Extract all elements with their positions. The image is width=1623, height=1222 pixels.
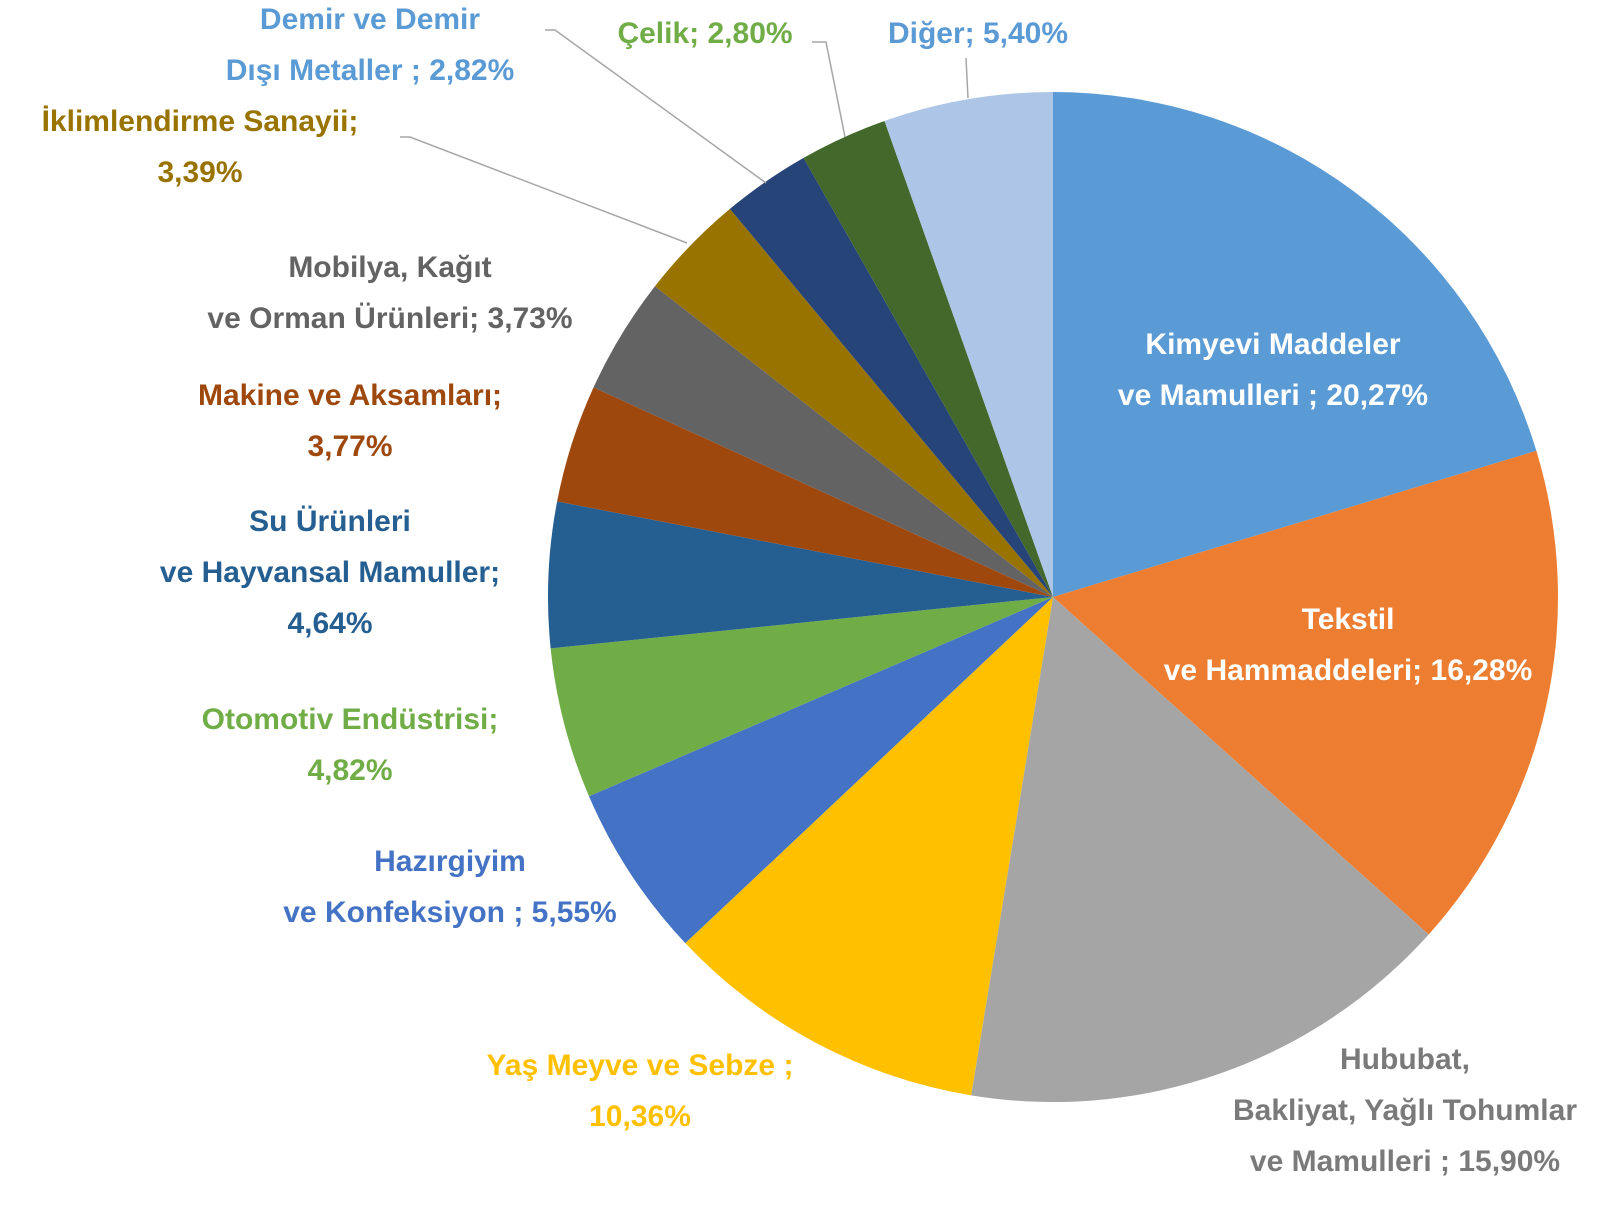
data-label: Makine ve Aksamları; 3,77% [50, 370, 650, 472]
leader-line [400, 136, 688, 244]
value-label: 15,90% [1458, 1145, 1561, 1178]
pie-slice [654, 208, 1053, 598]
data-label: Hububat, Bakliyat, Yağlı Tohumlar ve Mam… [1105, 1034, 1623, 1187]
value-label: 2,80% [707, 17, 793, 50]
leader-line [545, 29, 767, 184]
category-label: Su Ürünleri ve Hayvansal Mamuller; [159, 505, 501, 589]
data-label: Tekstil ve Hammaddeleri; 16,28% [1048, 594, 1623, 696]
pie-slice [803, 120, 1053, 597]
value-label: 5,40% [982, 17, 1069, 50]
value-label: 4,82% [307, 754, 393, 787]
pie-slice [550, 597, 1053, 797]
data-label: İklimlendirme Sanayii; 3,39% [0, 96, 500, 198]
pie-slice [884, 92, 1053, 597]
data-label: Su Ürünleri ve Hayvansal Mamuller; 4,64% [30, 496, 630, 649]
category-label: Kimyevi Maddeler ve Mamulleri ; [1117, 328, 1401, 412]
value-label: 2,82% [429, 54, 515, 87]
category-label: Hububat, Bakliyat, Yağlı Tohumlar ve Mam… [1232, 1043, 1578, 1178]
leader-line [965, 57, 969, 99]
pie-slice [1053, 450, 1558, 935]
pie-slice [685, 597, 1053, 1096]
value-label: 4,64% [287, 607, 373, 640]
data-label: Çelik; 2,80% [405, 8, 1005, 59]
pie-slice [588, 597, 1053, 944]
data-label: Diğer; 5,40% [678, 8, 1278, 59]
leader-line [812, 41, 846, 138]
data-label: Yaş Meyve ve Sebze ; 10,36% [340, 1040, 940, 1142]
value-label: 16,28% [1430, 654, 1533, 687]
category-label: Diğer; [887, 17, 975, 50]
pie-slice [593, 286, 1053, 597]
category-label: Tekstil ve Hammaddeleri; [1163, 603, 1423, 687]
pie-slice [971, 597, 1429, 1102]
value-label: 3,77% [307, 430, 393, 463]
pie-slice [729, 157, 1053, 597]
value-label: 10,36% [589, 1100, 691, 1133]
category-label: Yaş Meyve ve Sebze ; [486, 1049, 794, 1082]
category-label: Hazırgiyim ve Konfeksiyon ; [283, 845, 526, 929]
pie-slice [548, 501, 1053, 649]
leader-lines [400, 29, 969, 244]
category-label: İklimlendirme Sanayii; [41, 105, 359, 138]
data-label: Demir ve Demir Dışı Metaller ; 2,82% [70, 0, 670, 96]
pie-slice [557, 387, 1053, 597]
slices [548, 92, 1558, 1102]
value-label: 20,27% [1326, 379, 1429, 412]
category-label: Makine ve Aksamları; [197, 379, 503, 412]
value-label: 5,55% [531, 896, 617, 929]
value-label: 3,39% [157, 156, 243, 189]
category-label: Otomotiv Endüstrisi; [201, 703, 499, 736]
data-label: Kimyevi Maddeler ve Mamulleri ; 20,27% [973, 319, 1573, 421]
value-label: 3,73% [487, 302, 573, 335]
data-label: Otomotiv Endüstrisi; 4,82% [50, 694, 650, 796]
pie-slice [1053, 92, 1537, 597]
data-label: Mobilya, Kağıt ve Orman Ürünleri; 3,73% [90, 242, 690, 344]
data-label: Hazırgiyim ve Konfeksiyon ; 5,55% [150, 836, 750, 938]
category-label: Demir ve Demir Dışı Metaller ; [225, 3, 481, 87]
category-label: Çelik; [617, 17, 700, 50]
category-label: Mobilya, Kağıt ve Orman Ürünleri; [207, 251, 492, 335]
